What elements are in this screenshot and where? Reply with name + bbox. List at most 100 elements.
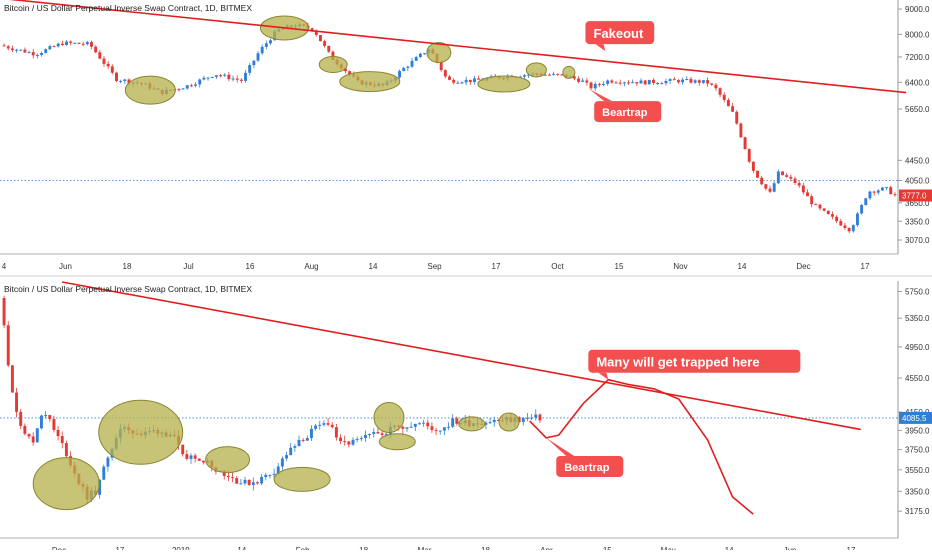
highlight-zone (378, 433, 416, 451)
candle-body (323, 41, 327, 46)
candle-body (793, 178, 797, 183)
y-tick-label: 4050.0 (905, 177, 930, 186)
candle-body (409, 426, 413, 428)
candle-body (380, 433, 384, 436)
x-tick-label: Feb (296, 546, 310, 550)
candle-body (52, 419, 56, 430)
candle-body (77, 42, 81, 44)
candle-body (214, 75, 218, 77)
chart-title: Bitcoin / US Dollar Perpetual Inverse Sw… (4, 3, 252, 13)
highlight-zone (525, 62, 547, 78)
candle-body (460, 82, 464, 84)
highlight-zone (205, 446, 251, 474)
candle-body (751, 161, 755, 171)
candle-body (872, 191, 876, 193)
y-tick-label: 3350.0 (905, 217, 930, 226)
candle-body (185, 85, 189, 89)
candle-body (27, 433, 31, 437)
candle-body (647, 79, 651, 85)
last-price-tag (899, 189, 932, 202)
candle-body (643, 80, 647, 85)
last-price-label: 3777.0 (902, 192, 927, 201)
candle-body (876, 190, 880, 193)
candle-body (310, 28, 314, 31)
top-chart-panel[interactable]: 9000.0 8000.0 7200.0 6400.0 5650.0 4450.0 4050… (0, 0, 932, 271)
candle-body (331, 51, 335, 60)
y-tick-label: 3750.0 (905, 446, 930, 455)
candle-body (35, 54, 39, 56)
x-tick-label: 17 (492, 262, 501, 271)
candle-body (656, 83, 660, 85)
candle-body (560, 74, 564, 76)
candle-body (526, 417, 529, 419)
candle-body (19, 411, 23, 426)
candle-body (2, 298, 6, 326)
candle-body (572, 76, 576, 79)
candle-body (402, 67, 406, 72)
y-tick-label: 4950.0 (905, 343, 930, 352)
candle-body (492, 419, 496, 423)
candle-body (639, 80, 643, 84)
candle-body (301, 439, 305, 441)
candle-body (518, 76, 522, 78)
candle-body (123, 79, 127, 81)
candle-body (473, 78, 476, 83)
candle-body (552, 73, 556, 75)
candle-body (31, 436, 35, 443)
candle-body (438, 430, 442, 432)
candle-body (40, 415, 43, 429)
candle-body (410, 60, 414, 67)
candle-body (789, 176, 793, 179)
highlight-zone (373, 401, 405, 433)
candle-body (6, 46, 10, 49)
candle-body (56, 43, 60, 47)
candle-body (248, 65, 252, 73)
x-tick-label: Sep (427, 262, 442, 271)
highlight-zone (273, 466, 331, 492)
x-tick-label: 16 (246, 262, 255, 271)
candle-body (448, 76, 451, 80)
candle-body (226, 476, 230, 478)
x-tick-label: 18 (481, 546, 490, 550)
candle-body (10, 48, 14, 51)
candle-body (860, 205, 864, 214)
candle-body (593, 83, 597, 89)
candle-body (714, 84, 718, 89)
candle-body (652, 79, 655, 84)
callout-pointer (589, 89, 613, 102)
candle-body (115, 72, 118, 82)
candle-body (189, 455, 193, 459)
y-tick-label: 9000.0 (905, 5, 930, 14)
candle-body (35, 428, 39, 443)
candle-body (276, 466, 280, 474)
candle-body (31, 52, 35, 56)
candle-body (343, 441, 347, 443)
callout-pointer (598, 372, 609, 380)
candle-body (98, 52, 102, 59)
candle-body (252, 60, 256, 66)
last-price-label: 4085.5 (902, 414, 927, 423)
candle-body (19, 49, 23, 51)
candle-body (785, 175, 789, 177)
candle-body (23, 425, 27, 434)
candle-body (701, 80, 705, 83)
candle-body (65, 41, 68, 46)
y-tick-label: 3950.0 (905, 426, 930, 435)
trendline (61, 281, 861, 431)
candle-body (764, 184, 768, 189)
bottom-chart-panel[interactable]: 5750.05350.04950.04550.04150.03950.03750… (0, 281, 932, 555)
candle-body (334, 427, 338, 438)
candle-body (756, 170, 760, 178)
x-tick-label: 15 (603, 546, 612, 550)
x-tick-label: Apr (540, 546, 553, 550)
candle-body (239, 483, 243, 485)
candle-body (589, 82, 593, 89)
candle-body (718, 88, 722, 95)
candle-body (52, 46, 56, 48)
candle-body (831, 214, 834, 217)
candle-body (210, 76, 214, 78)
last-price-tag (899, 411, 932, 424)
candle-body (581, 80, 585, 82)
